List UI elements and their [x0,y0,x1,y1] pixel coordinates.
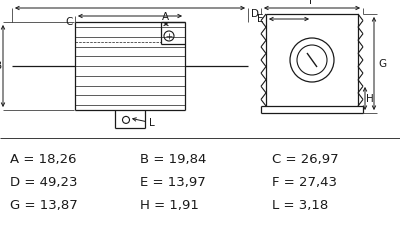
Text: F: F [309,0,315,6]
Text: E: E [258,14,264,24]
Text: L = 3,18: L = 3,18 [272,199,328,212]
Text: C = 26,97: C = 26,97 [272,153,339,166]
Text: A: A [162,12,168,22]
Text: A = 18,26: A = 18,26 [10,153,76,166]
Text: B: B [0,61,2,71]
Text: G: G [378,59,386,68]
Text: L: L [149,118,155,128]
Text: C: C [66,17,73,27]
Text: D = 49,23: D = 49,23 [10,176,78,189]
Text: D: D [251,9,259,19]
Text: E = 13,97: E = 13,97 [140,176,206,189]
Text: H = 1,91: H = 1,91 [140,199,199,212]
Text: F = 27,43: F = 27,43 [272,176,337,189]
Text: B = 19,84: B = 19,84 [140,153,206,166]
Text: G = 13,87: G = 13,87 [10,199,78,212]
Text: H: H [366,94,374,104]
